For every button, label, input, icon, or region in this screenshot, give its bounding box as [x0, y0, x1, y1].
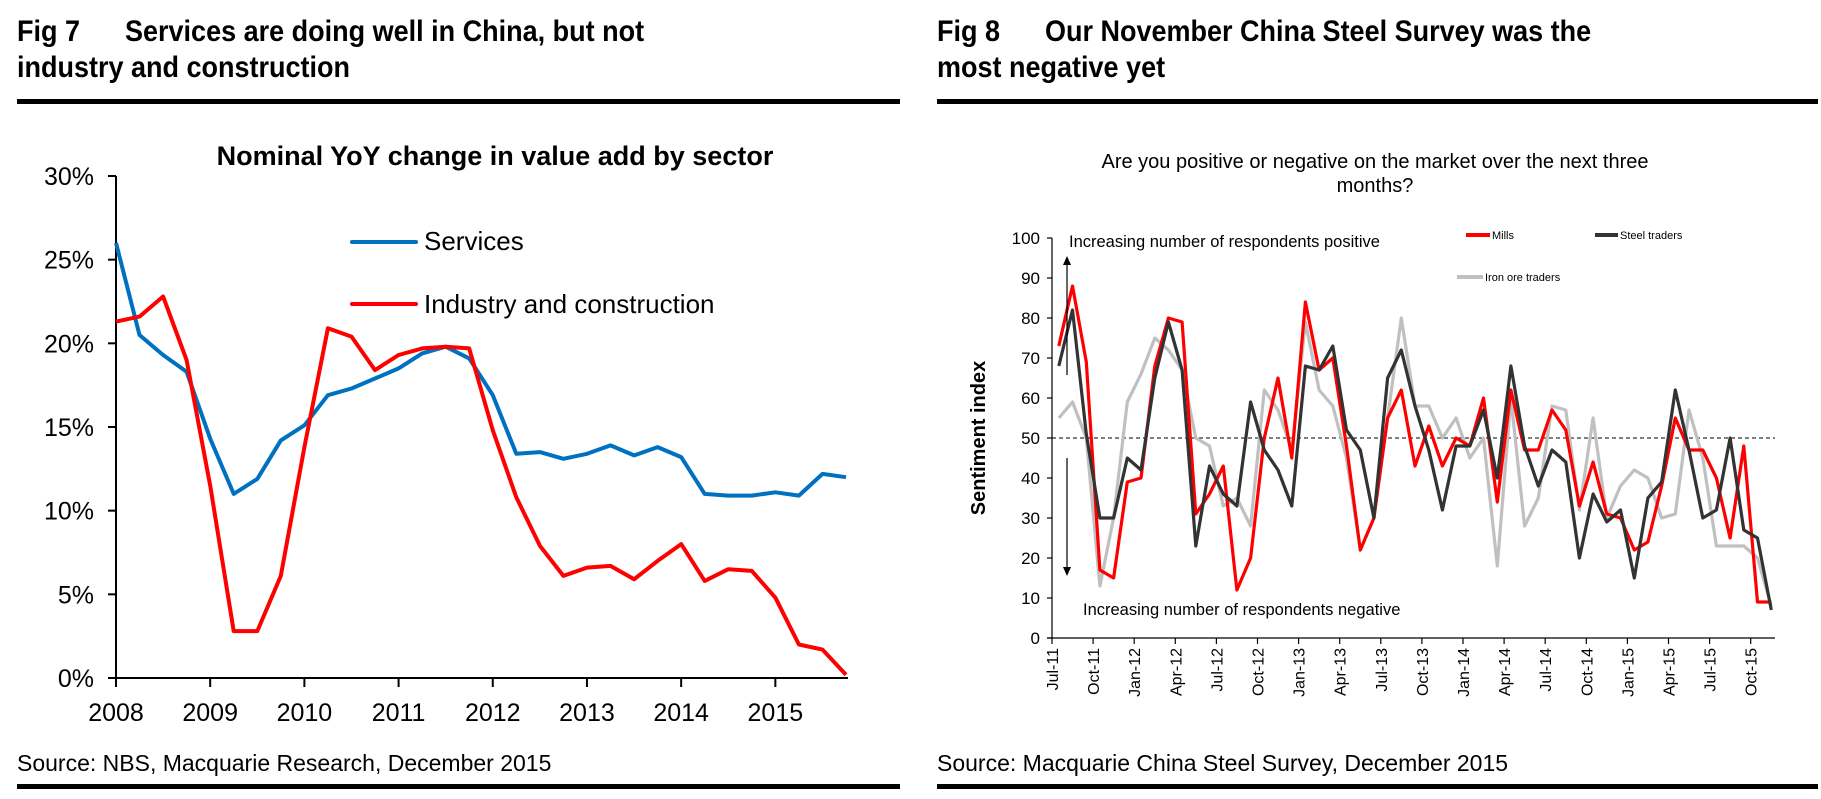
right-figure-number: Fig 8 [937, 15, 1001, 48]
left-y-tick-label: 10% [44, 498, 94, 526]
right-x-tick-label: Apr-13 [1333, 648, 1350, 696]
right-x-tick-label: Jul-13 [1374, 648, 1391, 692]
left-chart-title: Nominal YoY change in value add by secto… [217, 141, 774, 171]
left-series-line-services [114, 242, 847, 498]
right-y-axis-label: Sentiment index [968, 361, 990, 515]
left-x-tick-label: 2014 [653, 699, 709, 727]
left-x-tick-label: 2008 [88, 699, 144, 727]
left-y-tick-label: 20% [44, 330, 94, 358]
right-x-tick-label: Oct-15 [1744, 648, 1761, 696]
right-y-tick-label: 70 [1021, 349, 1040, 368]
right-figure-title-line1: Our November China Steel Survey was the [1045, 15, 1592, 48]
right-x-tick-label: Oct-13 [1415, 648, 1432, 696]
right-x-tick-label: Jan-13 [1292, 648, 1309, 697]
left-source: Source: NBS, Macquarie Research, Decembe… [17, 750, 552, 776]
right-x-tick-label: Apr-12 [1168, 648, 1185, 696]
left-axes: 0% 5% 10% 15% 20% 25% 30% 2008 2009 2010 2011 2012 2… [44, 163, 848, 727]
right-x-tick-label: Jul-11 [1045, 648, 1062, 690]
left-y-tick-label: 25% [44, 247, 94, 275]
left-header-rule [17, 99, 900, 104]
right-y-tick-label: 50 [1021, 429, 1040, 448]
right-y-tick-label: 10 [1021, 589, 1040, 608]
right-y-tick-label: 90 [1021, 269, 1040, 288]
right-x-tick-label: Oct-11 [1086, 648, 1103, 695]
right-legend: Mills Steel traders Iron ore traders [1457, 230, 1683, 284]
right-x-tick-label: Jul-14 [1538, 648, 1555, 692]
right-y-tick-label: 0 [1031, 629, 1040, 648]
right-x-tick-label: Apr-14 [1497, 648, 1514, 696]
right-figure-title: Fig 8 Our November China Steel Survey was… [937, 14, 1591, 86]
left-x-tick-label: 2009 [182, 699, 238, 727]
right-y-tick-label: 20 [1021, 549, 1040, 568]
annotation-positive: Increasing number of respondents positiv… [1069, 233, 1380, 251]
right-chart: Are you positive or negative on the mark… [968, 151, 1775, 697]
left-y-tick-label: 15% [44, 414, 94, 442]
right-y-tick-label: 30 [1021, 509, 1040, 528]
right-chart-title-line2: months? [1337, 175, 1414, 197]
right-x-tick-label: Jan-15 [1620, 648, 1637, 697]
right-source: Source: Macquarie China Steel Survey, De… [937, 750, 1509, 776]
left-figure-title: Fig 7 Services are doing well in China, b… [17, 14, 644, 86]
right-series-line-steel-traders [1057, 308, 1773, 611]
left-figure-number: Fig 7 [17, 15, 81, 48]
left-x-tick-label: 2011 [372, 699, 426, 727]
right-x-tick-label: Oct-12 [1251, 648, 1268, 696]
left-chart: Nominal YoY change in value add by secto… [44, 141, 848, 727]
right-series-lines [1057, 284, 1773, 611]
left-x-tick-label: 2012 [465, 699, 521, 727]
right-x-tick-label: Jan-14 [1456, 648, 1473, 697]
arrow-down-icon [1063, 567, 1071, 576]
right-y-tick-label: 60 [1021, 389, 1040, 408]
left-series-lines [114, 242, 848, 677]
legend-label-steel-traders: Steel traders [1620, 230, 1683, 242]
right-series-line-mills [1057, 284, 1772, 604]
left-figure-title-line1: Services are doing well in China, but no… [125, 15, 645, 48]
arrow-up-icon [1063, 256, 1071, 265]
left-footer-rule [17, 784, 900, 789]
right-footer-rule [937, 784, 1818, 789]
right-x-tick-label: Oct-14 [1579, 648, 1596, 696]
left-x-tick-label: 2013 [559, 699, 615, 727]
annotation-negative: Increasing number of respondents negativ… [1083, 601, 1400, 619]
right-x-tick-label: Apr-15 [1662, 648, 1679, 696]
left-figure-title-line2: industry and construction [17, 51, 351, 84]
right-x-tick-label: Jul-12 [1209, 648, 1226, 692]
right-y-tick-label: 100 [1012, 229, 1040, 248]
right-axes: 0 10 20 30 40 50 60 70 80 90 100 Jul-11 Oct-11 Jan-12… [1012, 229, 1775, 697]
left-y-tick-label: 30% [44, 163, 94, 191]
legend-label-mills: Mills [1492, 230, 1514, 242]
right-figure-title-line2: most negative yet [937, 51, 1166, 84]
left-x-tick-label: 2010 [277, 699, 333, 727]
legend-label-services: Services [424, 226, 524, 256]
left-x-tick-label: 2015 [748, 699, 804, 727]
left-y-tick-label: 0% [58, 665, 94, 693]
right-y-tick-label: 40 [1021, 469, 1040, 488]
legend-label-iron-ore-traders: Iron ore traders [1485, 272, 1561, 284]
right-header-rule [937, 99, 1818, 104]
left-legend: Services Industry and construction [350, 226, 715, 319]
right-chart-title-line1: Are you positive or negative on the mark… [1102, 151, 1649, 173]
left-y-tick-label: 5% [58, 581, 94, 609]
right-x-tick-label: Jan-12 [1127, 648, 1144, 697]
right-x-tick-label: Jul-15 [1703, 648, 1720, 692]
left-series-line-industry-and-construction [115, 294, 848, 677]
right-y-tick-label: 80 [1021, 309, 1040, 328]
legend-label-industry: Industry and construction [424, 289, 715, 319]
